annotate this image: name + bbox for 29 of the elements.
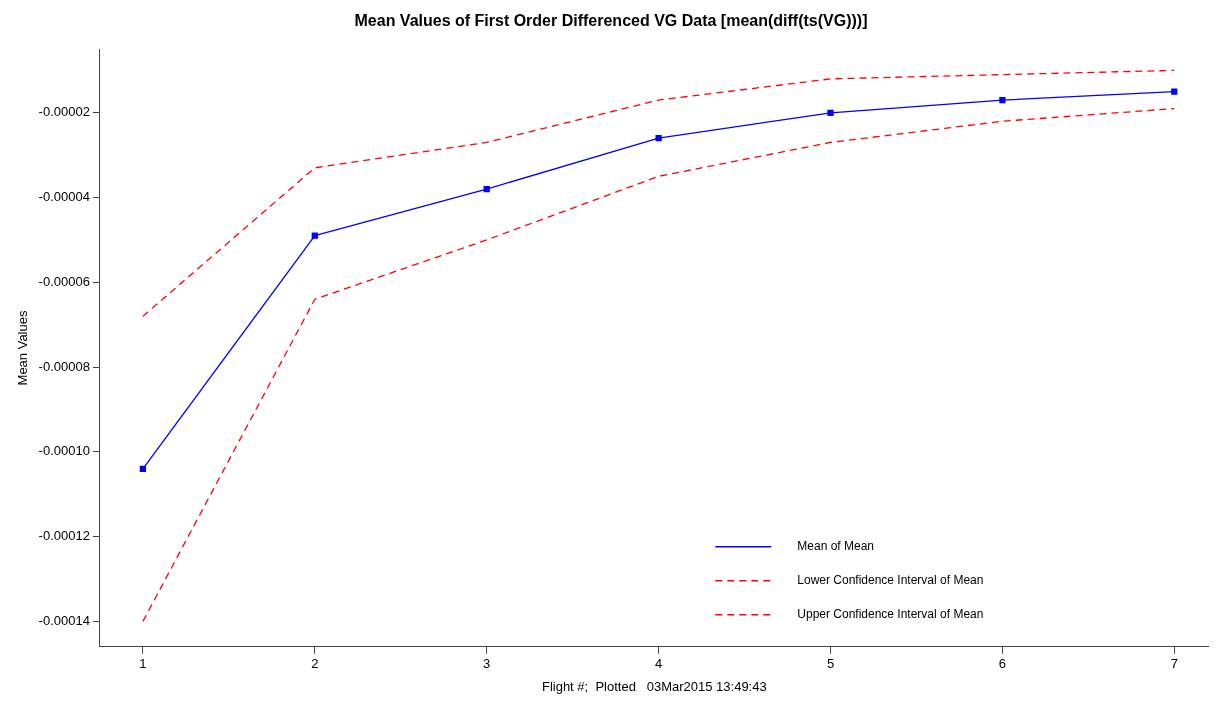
- y-tick-label: -0.00002: [38, 104, 90, 120]
- legend-label: Upper Confidence Interval of Mean: [797, 607, 984, 622]
- chart-title: Mean Values of First Order Differenced VG Data [mean(diff(ts(VG)))]: [354, 12, 868, 30]
- point: [139, 465, 147, 472]
- line-series: [142, 69, 1175, 317]
- point: [827, 109, 834, 116]
- x-tick-label: 1: [139, 656, 147, 672]
- y-tick-label: -0.00008: [38, 358, 90, 374]
- point: [483, 185, 490, 193]
- y-tick-label: -0.00004: [38, 189, 90, 205]
- x-tick-label: 6: [998, 656, 1007, 672]
- x-tick-label: 4: [654, 656, 663, 672]
- point: [999, 96, 1006, 104]
- x-tick-label: 2: [311, 656, 319, 672]
- line-series: [142, 107, 1175, 623]
- y-tick-label: -0.00006: [38, 273, 90, 289]
- point: [311, 232, 318, 239]
- x-tick-label: 7: [1170, 656, 1178, 672]
- y-tick-label: -0.00010: [38, 443, 90, 459]
- legend-label: Lower Confidence Interval of Mean: [797, 573, 984, 588]
- legend-label: Mean of Mean: [797, 539, 875, 554]
- x-tick-label: 5: [826, 656, 835, 672]
- point: [655, 135, 662, 142]
- y-tick-label: -0.00014: [38, 612, 90, 628]
- x-axis-title: Flight #; Plotted 03Mar2015 13:49:43: [541, 678, 767, 694]
- y-axis-title: Mean Values: [15, 310, 31, 386]
- y-tick-label: -0.00012: [38, 528, 90, 544]
- x-tick-label: 3: [483, 656, 491, 672]
- point: [1171, 88, 1178, 95]
